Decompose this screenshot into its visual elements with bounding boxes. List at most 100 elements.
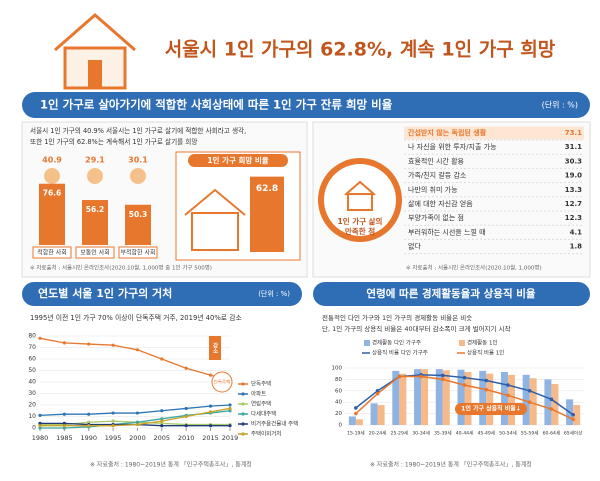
annotation: 1인 가구 상용직 비율↓ — [461, 405, 521, 413]
point — [440, 373, 445, 378]
bar — [399, 373, 407, 425]
point — [506, 393, 510, 398]
chart-title: 1인 가구 희망 비율 — [207, 155, 268, 165]
section-header-bar — [22, 282, 302, 306]
list-label: 나만의 취미 가능 — [408, 185, 458, 194]
point — [62, 341, 66, 345]
y-tick-label: 20 — [28, 402, 36, 409]
house-outline — [184, 188, 246, 251]
point — [375, 389, 380, 393]
point — [375, 391, 380, 396]
legend-label: 상용직 비율 1인 — [467, 349, 504, 357]
point — [160, 419, 164, 423]
list-value: 30.3 — [565, 157, 582, 165]
bar — [573, 405, 581, 425]
x-tick-label: 2015 — [202, 434, 219, 442]
x-tick-label: 1995 — [105, 434, 122, 442]
section-header-bar — [313, 282, 590, 306]
point — [354, 406, 358, 410]
legend-swatch — [459, 340, 465, 346]
point — [87, 424, 91, 428]
intro-text: 서울시 1인 가구의 40.9% 서울시는 1인 가구로 살기에 적합한 사회라… — [30, 126, 246, 135]
list-label: 삶에 대한 자신감 얻음 — [408, 199, 473, 208]
bar — [82, 200, 108, 245]
category-label: 적합한 사회 — [37, 249, 67, 257]
page-title: 서울시 1인 가구의 62.8%, 계속 1인 가구 희망 — [165, 39, 556, 61]
x-tick-label: 2005 — [154, 434, 171, 442]
point — [87, 342, 91, 346]
section-header: 연도별 서울 1인 가구의 거처 — [38, 286, 172, 300]
circle-label: 만족한 점 — [345, 226, 375, 236]
y-tick-label: 40 — [28, 379, 36, 386]
legend-swatch — [241, 412, 245, 416]
y-tick-label: 30 — [28, 390, 36, 397]
source: ※ 자료출처 : 1980~2019년 통계 「인구주택총조사」, 통계청 — [90, 461, 252, 469]
legend-swatch — [241, 432, 245, 436]
category-box — [32, 246, 72, 259]
point — [62, 412, 66, 416]
list-label: 나 자신을 위한 투자/지출 가능 — [408, 142, 497, 151]
x-tick-label: 55-59세 — [521, 430, 539, 437]
point — [228, 409, 232, 413]
legend-label: 상용직 비율 다인 가구주 — [372, 349, 428, 357]
list-label: 효율적인 시간 활용 — [408, 156, 465, 165]
share-label: 29.1 — [85, 156, 105, 165]
point — [111, 411, 115, 415]
point — [160, 357, 164, 361]
bar — [479, 370, 487, 425]
y-tick-label: 60 — [28, 356, 36, 363]
section-header: 1인 가구로 살아가기에 적합한 사회상태에 따른 1인 가구 잔류 희망 비율 — [40, 98, 393, 112]
legend-swatch — [241, 422, 245, 426]
point — [38, 421, 42, 425]
bar — [507, 374, 515, 425]
point — [111, 424, 115, 428]
y-tick-label: 20 — [335, 411, 342, 417]
y-tick-label: 60 — [335, 388, 342, 394]
point — [38, 426, 42, 430]
x-tick-label: 35-39세 — [434, 430, 452, 437]
face-icon — [44, 168, 60, 184]
list-label: 부러워하는 시선을 느낄 때 — [408, 227, 486, 236]
title-pill — [188, 154, 288, 167]
legend-label: 다세대주택 — [251, 410, 276, 418]
list-value: 19.0 — [565, 172, 582, 180]
point — [111, 419, 115, 423]
unit-label: (단위 : %) — [258, 289, 290, 298]
annotation: 단독주택 — [214, 379, 231, 386]
point — [208, 404, 213, 408]
bar — [125, 204, 151, 245]
legend-label: 주택이외거처 — [251, 430, 281, 438]
point — [160, 421, 164, 425]
point — [184, 414, 188, 419]
point — [62, 421, 66, 425]
point — [87, 412, 91, 416]
satisfaction-circle-inner — [324, 164, 396, 236]
bar — [464, 371, 472, 425]
section-header: 연령에 따른 경제활동율과 상용직 비율 — [366, 287, 536, 300]
bar — [370, 403, 378, 425]
x-tick-label: 60-64세 — [543, 430, 561, 437]
bar — [39, 183, 65, 245]
x-tick-label: 25-29세 — [391, 430, 409, 437]
point — [160, 424, 164, 428]
list-value: 1.8 — [570, 243, 583, 251]
point — [484, 378, 489, 383]
y-tick-label: 0 — [339, 423, 343, 429]
point — [38, 424, 42, 428]
list-value: 73.1 — [565, 129, 582, 137]
bar — [522, 374, 530, 425]
bar — [500, 371, 508, 425]
bar — [355, 419, 363, 425]
chart-note: 전통적인 다인 가구와 1인 가구의 경제활동 비율은 비슷 — [322, 313, 472, 322]
point — [228, 406, 232, 411]
point — [184, 424, 188, 428]
x-tick-label: 20-24세 — [369, 430, 387, 437]
category-box — [118, 246, 158, 259]
y-tick-label: 10 — [28, 413, 36, 420]
list-value: 12.7 — [565, 200, 582, 208]
point — [38, 413, 42, 417]
point — [571, 417, 575, 422]
y-tick-label: 80 — [28, 333, 36, 340]
point — [87, 420, 91, 424]
category-label: 부적합한 사회 — [120, 249, 155, 257]
